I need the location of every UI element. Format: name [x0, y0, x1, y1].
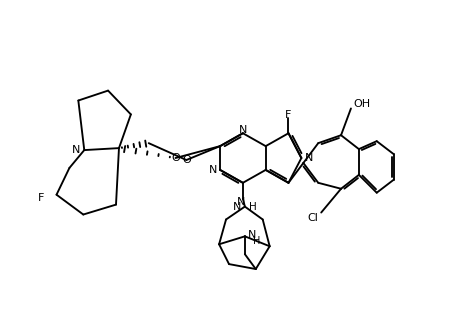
Text: H: H	[253, 236, 260, 246]
Text: N: N	[236, 197, 245, 207]
Text: F: F	[285, 110, 292, 120]
Text: N: N	[305, 153, 314, 163]
Text: O: O	[171, 153, 180, 163]
Text: N: N	[232, 202, 241, 212]
Text: N: N	[72, 145, 80, 155]
Text: OH: OH	[353, 100, 370, 109]
Text: H: H	[249, 202, 257, 212]
Text: N: N	[209, 165, 217, 175]
Text: F: F	[38, 193, 45, 203]
Text: Cl: Cl	[307, 213, 318, 222]
Text: N: N	[239, 125, 247, 135]
Text: O: O	[182, 155, 191, 165]
Text: N: N	[248, 230, 256, 240]
